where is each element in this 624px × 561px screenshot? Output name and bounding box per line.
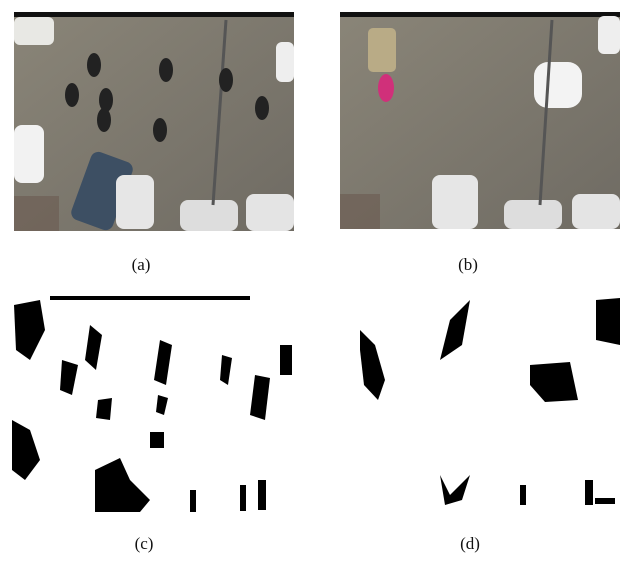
mask-d bbox=[340, 295, 620, 515]
blob bbox=[280, 345, 292, 375]
motorbike bbox=[378, 74, 394, 102]
car bbox=[598, 16, 620, 54]
caption: (a) bbox=[132, 255, 151, 274]
car bbox=[276, 42, 294, 82]
blob bbox=[190, 490, 196, 512]
rickshaw bbox=[368, 28, 396, 72]
car bbox=[246, 194, 294, 231]
caption: (d) bbox=[460, 534, 480, 553]
photo-b bbox=[340, 12, 620, 229]
blob bbox=[596, 298, 620, 345]
blob bbox=[50, 296, 250, 300]
blob bbox=[96, 398, 112, 420]
car bbox=[180, 200, 238, 231]
shadow bbox=[14, 196, 59, 231]
mask-bg bbox=[12, 293, 292, 515]
blob bbox=[520, 485, 526, 505]
blob bbox=[150, 432, 164, 448]
frame-top bbox=[14, 12, 294, 17]
page: {"figure": {"panels": [{"label": "(a)"},… bbox=[0, 0, 624, 561]
car bbox=[572, 194, 620, 229]
frame-top bbox=[340, 12, 620, 17]
blob bbox=[258, 480, 266, 510]
mask-bg bbox=[340, 295, 620, 515]
car bbox=[116, 175, 154, 229]
caption: (c) bbox=[135, 534, 154, 553]
blob bbox=[240, 485, 246, 511]
blob bbox=[585, 480, 593, 505]
shadow bbox=[340, 194, 380, 229]
car bbox=[14, 17, 54, 45]
car bbox=[14, 125, 44, 183]
caption: (b) bbox=[458, 255, 478, 274]
car bbox=[534, 62, 582, 108]
photo-a bbox=[14, 12, 294, 232]
mask-c bbox=[12, 293, 292, 515]
blob bbox=[595, 498, 615, 504]
figure: (a) (b) (c) (d) bbox=[0, 0, 624, 561]
car bbox=[432, 175, 478, 229]
car bbox=[504, 200, 562, 229]
